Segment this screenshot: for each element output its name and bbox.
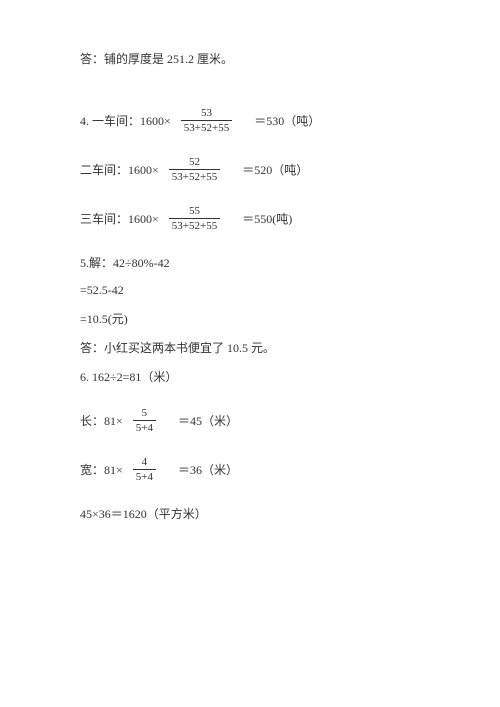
q5-answer: 答：小红买这两本书便宜了 10.5 元。: [80, 339, 420, 356]
text: 45×36＝1620（平方米）: [80, 505, 207, 522]
text: =52.5-42: [80, 283, 124, 298]
result: ＝520（吨）: [242, 161, 308, 178]
denominator: 53+52+55: [169, 169, 220, 183]
text: 5.解：42÷80%-42: [80, 254, 170, 271]
prefix: 二车间：1600×: [80, 161, 159, 178]
numerator: 53: [198, 107, 215, 120]
result: ＝36（米）: [178, 461, 238, 478]
text: 答：小红买这两本书便宜了 10.5 元。: [80, 339, 275, 356]
numerator: 55: [186, 205, 203, 218]
fraction: 4 5+4: [133, 456, 156, 483]
text: =10.5(元): [80, 310, 128, 327]
prefix: 三车间：1600×: [80, 210, 159, 227]
denominator: 5+4: [133, 469, 156, 483]
q4-workshop-3: 三车间：1600× 55 53+52+55 ＝550(吨): [80, 205, 420, 232]
prefix: 宽：81×: [80, 461, 123, 478]
result: ＝550(吨): [242, 210, 292, 227]
q4-workshop-2: 二车间：1600× 52 53+52+55 ＝520（吨）: [80, 156, 420, 183]
result: ＝530（吨）: [254, 112, 320, 129]
fraction: 52 53+52+55: [169, 156, 220, 183]
prefix: 长：81×: [80, 412, 123, 429]
q4-workshop-1: 4. 一车间：1600× 53 53+52+55 ＝530（吨）: [80, 107, 420, 134]
denominator: 53+52+55: [169, 218, 220, 232]
fraction: 55 53+52+55: [169, 205, 220, 232]
q5-step-2: =52.5-42: [80, 283, 420, 298]
denominator: 53+52+55: [181, 120, 232, 134]
q6-width: 宽：81× 4 5+4 ＝36（米）: [80, 456, 420, 483]
q6-area: 45×36＝1620（平方米）: [80, 505, 420, 522]
denominator: 5+4: [133, 420, 156, 434]
numerator: 52: [186, 156, 203, 169]
text: 答：铺的厚度是 251.2 厘米。: [80, 50, 233, 67]
q6-half-perimeter: 6. 162÷2=81（米）: [80, 368, 420, 385]
answer-thickness: 答：铺的厚度是 251.2 厘米。: [80, 50, 420, 67]
q5-step-3: =10.5(元): [80, 310, 420, 327]
q6-length: 长：81× 5 5+4 ＝45（米）: [80, 407, 420, 434]
numerator: 4: [139, 456, 151, 469]
fraction: 53 53+52+55: [181, 107, 232, 134]
result: ＝45（米）: [178, 412, 238, 429]
q5-step-1: 5.解：42÷80%-42: [80, 254, 420, 271]
numerator: 5: [139, 407, 151, 420]
fraction: 5 5+4: [133, 407, 156, 434]
prefix: 4. 一车间：1600×: [80, 112, 171, 129]
text: 6. 162÷2=81（米）: [80, 368, 177, 385]
